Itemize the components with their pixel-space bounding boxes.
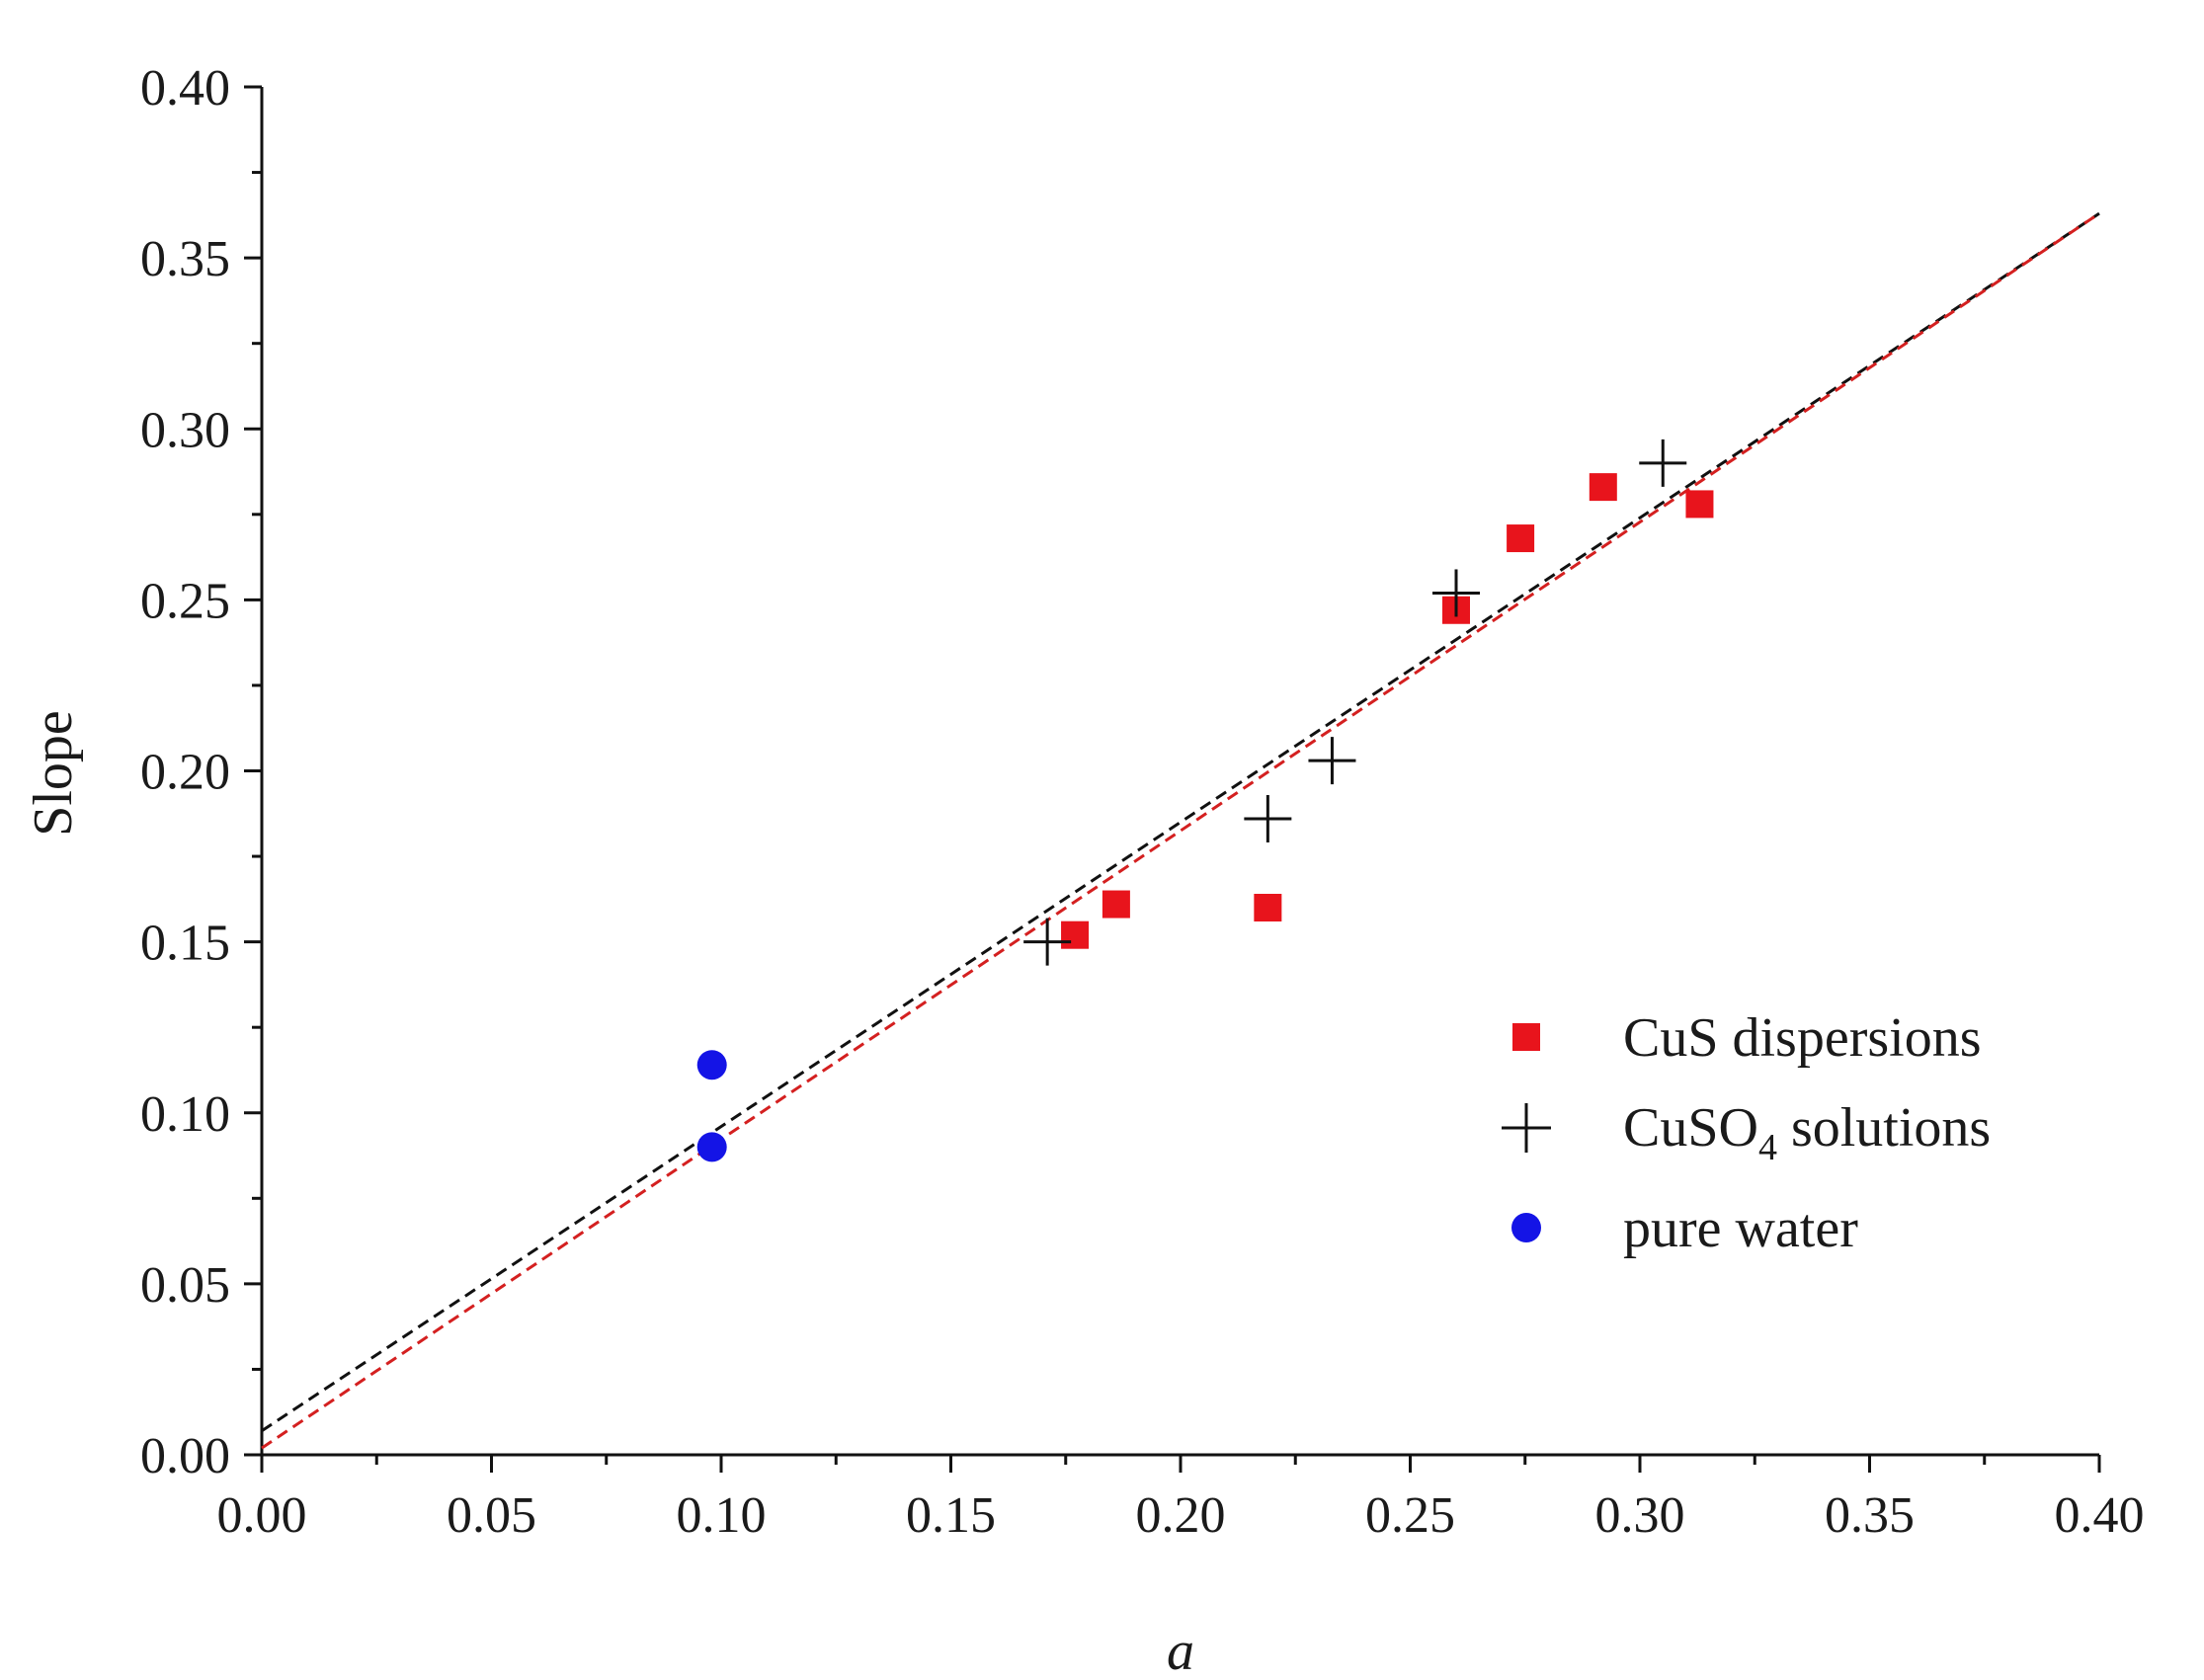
x-tick-label: 0.30 bbox=[1595, 1487, 1685, 1544]
fit-red-line bbox=[261, 211, 2100, 1450]
y-axis-title: Slope bbox=[23, 710, 84, 837]
y-tick-label: 0.20 bbox=[140, 745, 230, 801]
fit-black-line bbox=[261, 211, 2100, 1433]
y-tick-label: 0.00 bbox=[140, 1428, 230, 1484]
legend-marker-cuso4 bbox=[1502, 1103, 1551, 1153]
fit-lines bbox=[261, 211, 2100, 1450]
y-tick-label: 0.35 bbox=[140, 231, 230, 287]
x-tick-label: 0.10 bbox=[677, 1487, 767, 1544]
point-plus-1-3 bbox=[1432, 569, 1480, 617]
x-tick-label: 0.15 bbox=[906, 1487, 996, 1544]
x-ticks: 0.00 0.05 0.10 0.15 0.20 0.25 0.30 0.35 0.40 bbox=[217, 1455, 2145, 1544]
x-tick-label: 0.25 bbox=[1365, 1487, 1455, 1544]
point-plus-1-0 bbox=[1023, 918, 1072, 966]
legend-marker-cus bbox=[1512, 1023, 1540, 1051]
x-axis-title: a bbox=[1167, 1621, 1194, 1680]
point-plus-1-2 bbox=[1308, 737, 1356, 785]
y-tick-label: 0.05 bbox=[140, 1257, 230, 1314]
point-square-0-0 bbox=[1061, 920, 1090, 949]
legend-label-water: pure water bbox=[1623, 1198, 1858, 1259]
x-tick-label: 0.05 bbox=[447, 1487, 536, 1544]
legend-label-cuso4-sub: 4 bbox=[1758, 1127, 1777, 1168]
point-square-0-6 bbox=[1685, 490, 1714, 519]
legend: CuS dispersions CuSO4 solutions pure wat… bbox=[1502, 1007, 1991, 1259]
y-tick-label: 0.25 bbox=[140, 573, 230, 629]
x-tick-label: 0.40 bbox=[2055, 1487, 2145, 1544]
y-tick-label: 0.10 bbox=[140, 1086, 230, 1143]
point-plus-1-4 bbox=[1639, 439, 1687, 487]
point-square-0-2 bbox=[1254, 894, 1282, 921]
y-ticks: 0.00 0.05 0.10 0.15 0.20 0.25 0.30 0.35 0.40 bbox=[140, 60, 262, 1484]
point-circle-2-0 bbox=[696, 1050, 727, 1080]
point-plus-1-1 bbox=[1244, 794, 1292, 842]
point-square-0-4 bbox=[1507, 524, 1535, 553]
point-square-0-5 bbox=[1589, 473, 1617, 502]
x-tick-label: 0.35 bbox=[1825, 1487, 1915, 1544]
point-circle-2-1 bbox=[696, 1132, 727, 1162]
legend-label-cuso4-base: CuSO bbox=[1623, 1097, 1758, 1159]
legend-label-cuso4: CuSO4 solutions bbox=[1623, 1097, 1991, 1168]
y-tick-label: 0.15 bbox=[140, 916, 230, 972]
legend-marker-water bbox=[1511, 1213, 1541, 1242]
y-tick-label: 0.30 bbox=[140, 402, 230, 458]
point-square-0-1 bbox=[1102, 890, 1130, 919]
x-tick-label: 0.00 bbox=[217, 1487, 307, 1544]
legend-label-cuso4-rest: solutions bbox=[1777, 1097, 1991, 1159]
y-tick-label: 0.40 bbox=[140, 60, 230, 117]
data-points bbox=[696, 439, 1714, 1162]
x-tick-label: 0.20 bbox=[1136, 1487, 1226, 1544]
legend-label-cus: CuS dispersions bbox=[1623, 1007, 1982, 1069]
